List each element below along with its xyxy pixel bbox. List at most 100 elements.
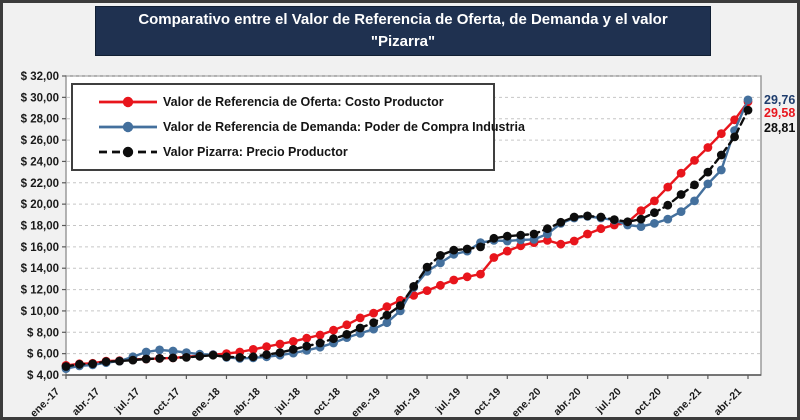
series-marker-2 xyxy=(302,341,312,351)
series-marker-2 xyxy=(436,251,445,260)
series-marker-0 xyxy=(449,275,459,285)
series-marker-0 xyxy=(302,333,312,343)
series-marker-0 xyxy=(489,253,499,262)
x-axis-label: ene.-19 xyxy=(349,386,383,420)
series-marker-2 xyxy=(208,350,218,360)
series-marker-0 xyxy=(596,224,606,234)
y-axis-label: $ 12,00 xyxy=(21,285,59,297)
legend-swatch-demanda-icon xyxy=(99,121,157,133)
legend-label-pizarra: Valor Pizarra: Precio Productor xyxy=(163,145,348,160)
series-marker-2 xyxy=(288,345,298,354)
x-axis-label: oct.-19 xyxy=(471,386,504,419)
y-axis-label: $ 28,00 xyxy=(21,114,59,126)
series-marker-0 xyxy=(462,272,472,282)
series-marker-1 xyxy=(168,346,178,356)
series-marker-0 xyxy=(730,115,739,125)
series-marker-2 xyxy=(476,242,485,252)
series-marker-1 xyxy=(716,165,726,175)
series-marker-2 xyxy=(556,217,566,227)
series-marker-2 xyxy=(716,150,726,160)
series-marker-0 xyxy=(262,342,271,352)
y-axis-label: $ 30,00 xyxy=(21,92,59,104)
x-axis-label: abr.-19 xyxy=(391,386,424,419)
series-marker-2 xyxy=(489,233,499,243)
legend-swatch-pizarra-icon xyxy=(99,147,157,158)
y-axis-label: $ 22,00 xyxy=(21,178,59,190)
series-marker-2 xyxy=(141,354,151,364)
series-marker-0 xyxy=(248,345,258,354)
series-marker-1 xyxy=(155,345,165,355)
series-marker-2 xyxy=(609,215,619,225)
series-marker-2 xyxy=(235,353,245,362)
series-marker-1 xyxy=(690,196,699,206)
series-marker-1 xyxy=(676,207,686,217)
y-axis-label: $ 32,00 xyxy=(21,71,59,83)
series-marker-0 xyxy=(650,196,659,206)
chart-title: Comparativo entre el Valor de Referencia… xyxy=(95,6,711,56)
x-axis-label: abr.-21 xyxy=(712,386,745,419)
series-marker-2 xyxy=(502,231,512,241)
x-axis-label: ene.-20 xyxy=(509,386,543,420)
series-marker-0 xyxy=(369,308,378,318)
series-marker-2 xyxy=(101,357,111,367)
series-marker-2 xyxy=(449,245,459,255)
y-axis-label: $ 24,00 xyxy=(21,156,59,168)
series-marker-2 xyxy=(690,180,699,190)
series-marker-2 xyxy=(128,355,138,365)
legend-item-oferta: Valor de Referencia de Oferta: Costo Pro… xyxy=(97,91,489,113)
series-marker-2 xyxy=(262,350,271,360)
y-axis-label: $ 8,00 xyxy=(27,327,59,339)
legend: Valor de Referencia de Oferta: Costo Pro… xyxy=(71,83,525,171)
series-marker-0 xyxy=(436,280,445,290)
y-axis-label: $ 10,00 xyxy=(21,306,59,318)
x-axis-label: oct.-17 xyxy=(150,386,183,419)
x-axis-label: ene.-17 xyxy=(28,386,62,420)
series-line-2 xyxy=(64,108,750,368)
series-marker-1 xyxy=(382,318,392,328)
series-marker-2 xyxy=(248,352,258,362)
series-marker-0 xyxy=(422,286,432,295)
series-marker-2 xyxy=(703,167,713,177)
series-marker-0 xyxy=(703,143,713,152)
x-axis-label: jul.-17 xyxy=(112,386,143,417)
series-marker-2 xyxy=(168,353,178,363)
series-line-1 xyxy=(64,98,750,370)
x-axis-label: abr.-20 xyxy=(551,386,584,419)
series-marker-1 xyxy=(663,214,673,224)
series-marker-0 xyxy=(556,239,566,249)
series-marker-2 xyxy=(650,208,659,218)
y-axis-label: $ 16,00 xyxy=(21,242,59,254)
series-marker-2 xyxy=(462,244,472,254)
series-marker-2 xyxy=(382,310,392,320)
series-marker-0 xyxy=(676,168,686,178)
series-marker-0 xyxy=(502,246,512,256)
x-axis-label: jul.-18 xyxy=(272,386,303,417)
legend-item-demanda: Valor de Referencia de Demanda: Poder de… xyxy=(97,116,525,138)
series-marker-0 xyxy=(275,339,285,349)
series-marker-2 xyxy=(663,200,673,210)
series-marker-0 xyxy=(382,302,392,312)
series-marker-2 xyxy=(516,230,526,240)
series-marker-0 xyxy=(288,337,298,346)
series-marker-2 xyxy=(329,334,338,344)
series-marker-1 xyxy=(141,347,151,357)
series-marker-2 xyxy=(529,229,539,239)
series-marker-2 xyxy=(676,190,686,199)
y-axis-label: $ 18,00 xyxy=(21,221,59,233)
x-axis-label: ene.-21 xyxy=(670,386,704,420)
x-axis-label: abr.-18 xyxy=(230,386,263,419)
series-marker-2 xyxy=(88,359,98,369)
series-marker-2 xyxy=(422,262,432,272)
series-marker-2 xyxy=(222,352,231,362)
series-marker-1 xyxy=(743,95,753,105)
series-marker-0 xyxy=(355,313,365,323)
series-marker-0 xyxy=(329,325,338,335)
y-axis-label: $ 4,00 xyxy=(27,370,59,382)
series-marker-1 xyxy=(436,258,445,268)
series-marker-0 xyxy=(636,206,646,216)
series-marker-2 xyxy=(115,356,124,366)
series-marker-2 xyxy=(730,132,739,142)
legend-label-demanda: Valor de Referencia de Demanda: Poder de… xyxy=(163,119,525,134)
series-marker-0 xyxy=(716,129,726,139)
